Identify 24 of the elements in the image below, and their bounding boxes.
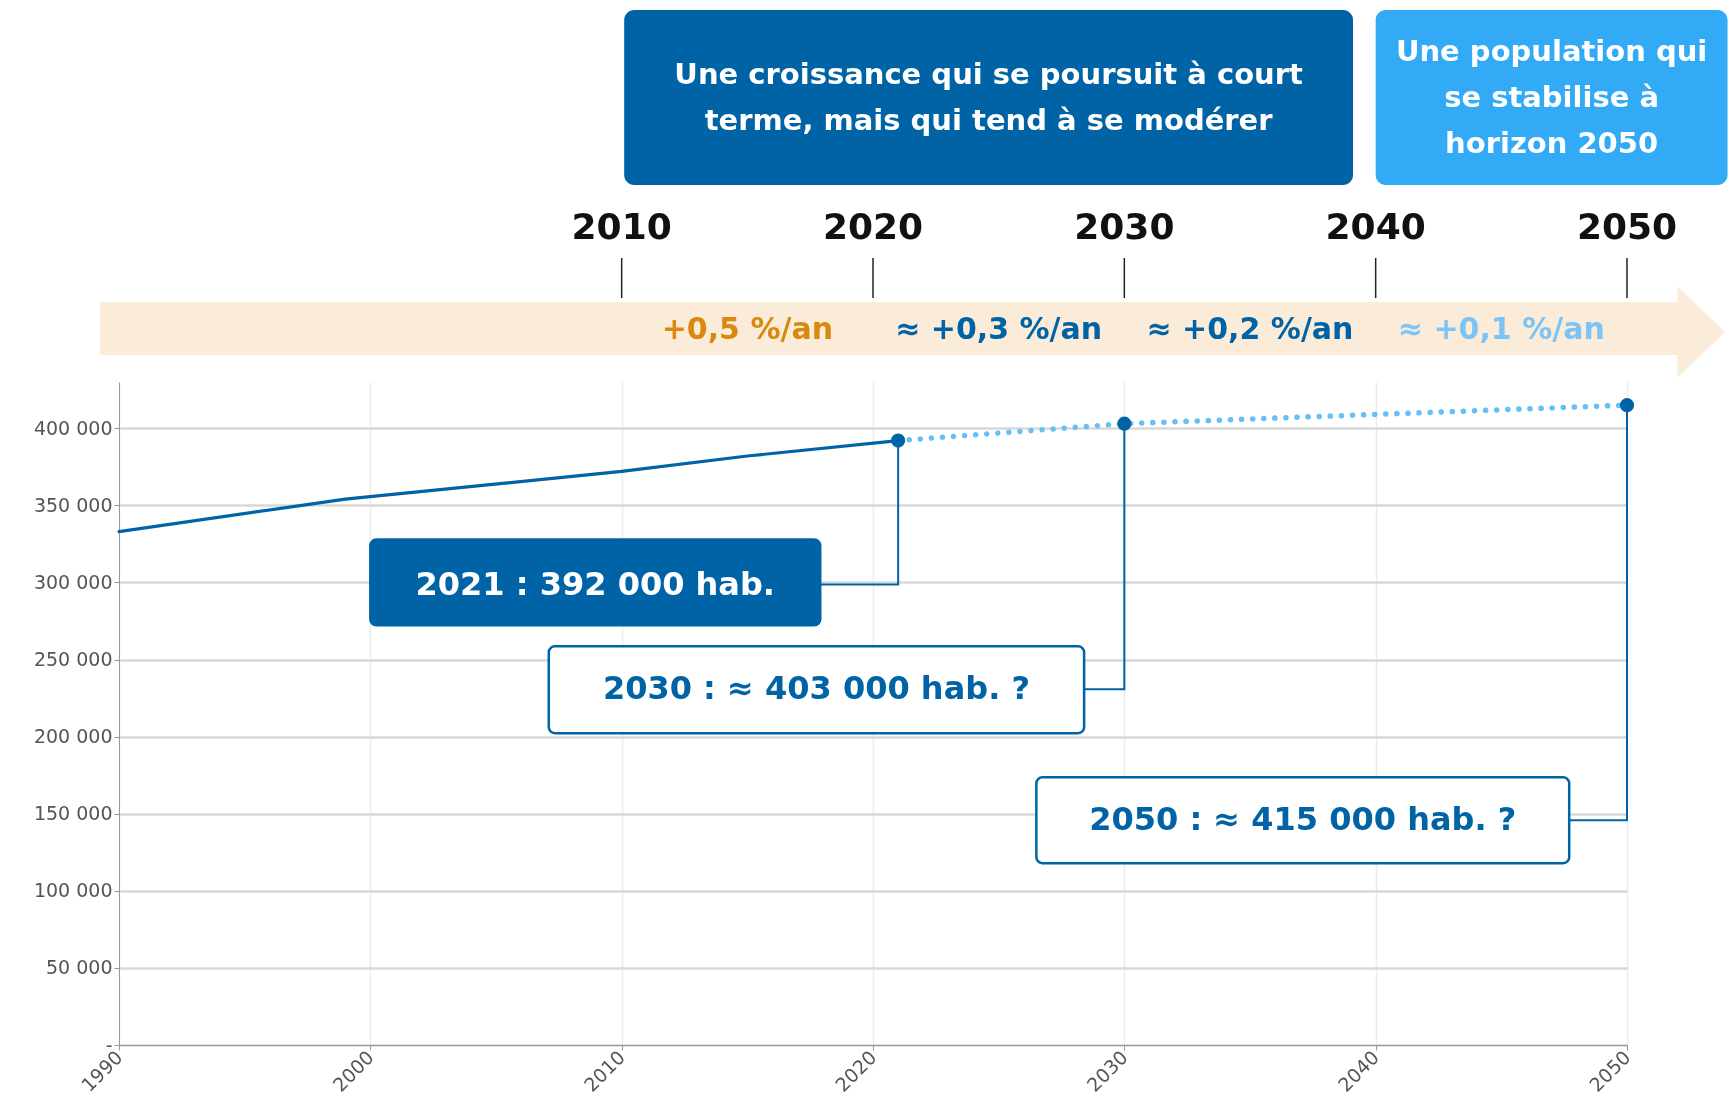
text: Une croissance qui se poursuit à court terme, mais qui tend à se modérer <box>674 56 1303 137</box>
x2-tick-label: 2040 <box>1325 206 1426 247</box>
x2-tick-label: 2030 <box>1074 206 1175 247</box>
annotation: 2030 : ≈ 403 000 hab. ? <box>602 669 1030 708</box>
text: +0,5 %/an <box>661 311 834 346</box>
y-tick-label: 250 000 <box>33 648 113 671</box>
y-tick-label: 400 000 <box>33 416 113 439</box>
text: ≈ +0,2 %/an <box>1146 311 1354 346</box>
y-tick-label: 50 000 <box>46 956 113 979</box>
callout: 2021 : 392 000 hab. <box>369 439 900 627</box>
y-tick-label: 300 000 <box>33 570 113 593</box>
y-tick-label: 350 000 <box>33 493 113 516</box>
y-tick-label: 150 000 <box>33 802 113 825</box>
annotation: 2050 : ≈ 415 000 hab. ? <box>1089 800 1517 839</box>
callout: 2050 : ≈ 415 000 hab. ? <box>1035 404 1628 865</box>
y-tick-label: 100 000 <box>33 879 113 902</box>
x2-tick-label: 2010 <box>571 206 672 247</box>
text: ≈ +0,1 %/an <box>1397 311 1605 346</box>
text: ≈ +0,3 %/an <box>895 311 1103 346</box>
x2-tick-label: 2050 <box>1576 206 1678 247</box>
text: Une population qui se stabilise à horizon 2050 <box>1395 33 1708 160</box>
annotation: 2021 : 392 000 hab. <box>415 564 775 603</box>
x2-tick-label: 2020 <box>822 206 924 247</box>
y-tick-label: 200 000 <box>33 725 113 748</box>
